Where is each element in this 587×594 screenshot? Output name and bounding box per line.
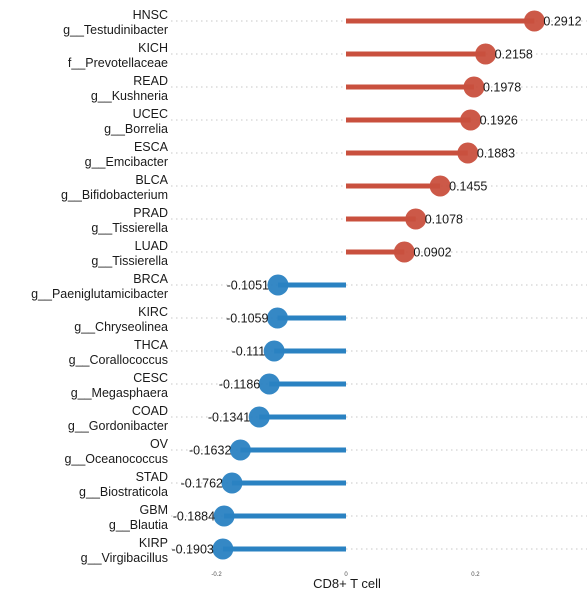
lollipop-dot — [457, 142, 479, 164]
value-label: 0.1455 — [449, 180, 487, 194]
value-label: -0.1341 — [208, 411, 250, 425]
row-label-cancer: KIRP — [139, 536, 168, 550]
row-label-taxon: g__Paeniglutamicibacter — [31, 287, 168, 301]
x-axis-ticks: -0.2 0 0.2 — [211, 572, 480, 578]
row-label-taxon: g__Biostraticola — [79, 485, 168, 499]
x-tick-label: 0 — [344, 572, 348, 578]
row-label-cancer: BLCA — [135, 173, 168, 187]
value-label: 0.1926 — [480, 114, 518, 128]
row-label-taxon: g__Chryseolinea — [74, 320, 168, 334]
row-label-taxon: g__Tissierella — [91, 254, 168, 268]
lollipop-dot — [460, 109, 482, 131]
row-label-taxon: g__Kushneria — [91, 89, 168, 103]
row-label-taxon: g__Gordonibacter — [68, 419, 168, 433]
row-label-cancer: STAD — [136, 470, 168, 484]
value-label: -0.1059 — [226, 312, 268, 326]
row-label-taxon: g__Emcibacter — [85, 155, 168, 169]
value-label: 0.1078 — [425, 213, 463, 227]
row-label-taxon: g__Blautia — [109, 518, 168, 532]
value-label: 0.0902 — [413, 246, 451, 260]
row-label-taxon: g__Borrelia — [104, 122, 168, 136]
value-label: 0.1978 — [483, 81, 521, 95]
value-label: 0.2912 — [543, 15, 581, 29]
lollipop-dot — [212, 538, 234, 560]
value-label: -0.1051 — [227, 279, 269, 293]
value-label: 0.2158 — [495, 48, 533, 62]
value-label-layer: 0.2912 0.2158 0.1978 0.1926 0.1883 0.1455 0.10… — [171, 15, 581, 557]
x-tick-label: -0.2 — [211, 572, 222, 578]
lollipop-dot — [248, 406, 270, 428]
lollipop-dot — [475, 43, 497, 65]
row-label-cancer: HNSC — [133, 8, 168, 22]
row-label-cancer: LUAD — [135, 239, 168, 253]
row-label-cancer: BRCA — [133, 272, 168, 286]
lollipop-dot — [263, 340, 285, 362]
stick-layer — [222, 18, 535, 552]
row-label-taxon: g__Testudinibacter — [63, 23, 168, 37]
row-label-cancer: THCA — [134, 338, 169, 352]
lollipop-dot — [266, 307, 288, 329]
x-tick-label: 0.2 — [471, 572, 480, 578]
row-label-taxon: g__Corallococcus — [69, 353, 168, 367]
row-label-taxon: g__Oceanococcus — [64, 452, 168, 466]
row-label-cancer: COAD — [132, 404, 168, 418]
value-label: -0.1632 — [189, 444, 231, 458]
lollipop-dot — [523, 10, 545, 32]
row-label-taxon: g__Bifidobacterium — [61, 188, 168, 202]
row-label-taxon: g__Tissierella — [91, 221, 168, 235]
x-axis-title: CD8+ T cell — [313, 576, 381, 591]
lollipop-dot — [429, 175, 451, 197]
value-label: 0.1883 — [477, 147, 515, 161]
row-label-taxon: f__Prevotellaceae — [68, 56, 168, 70]
dot-layer — [212, 10, 545, 560]
lollipop-dot — [258, 373, 280, 395]
row-label-cancer: GBM — [140, 503, 168, 517]
lollipop-dot — [267, 274, 289, 296]
row-label-taxon: g__Virgibacillus — [81, 551, 168, 565]
row-label-taxon: g__Megasphaera — [71, 386, 168, 400]
value-label: -0.111 — [232, 345, 266, 359]
row-label-cancer: KIRC — [138, 305, 168, 319]
lollipop-dot — [213, 505, 235, 527]
row-label-cancer: ESCA — [134, 140, 169, 154]
row-label-cancer: CESC — [133, 371, 168, 385]
row-label-cancer: READ — [133, 74, 168, 88]
value-label: -0.1903 — [171, 543, 213, 557]
lollipop-dot — [405, 208, 427, 230]
row-label-cancer: KICH — [138, 41, 168, 55]
row-label-cancer: OV — [150, 437, 169, 451]
row-label-cancer: PRAD — [133, 206, 168, 220]
lollipop-dot — [463, 76, 485, 98]
row-label-cancer: UCEC — [133, 107, 168, 121]
lollipop-dot — [229, 439, 251, 461]
value-label: -0.1762 — [181, 477, 223, 491]
lollipop-dot — [221, 472, 243, 494]
value-label: -0.1884 — [173, 510, 215, 524]
value-label: -0.1186 — [219, 378, 261, 392]
lollipop-dot — [393, 241, 415, 263]
